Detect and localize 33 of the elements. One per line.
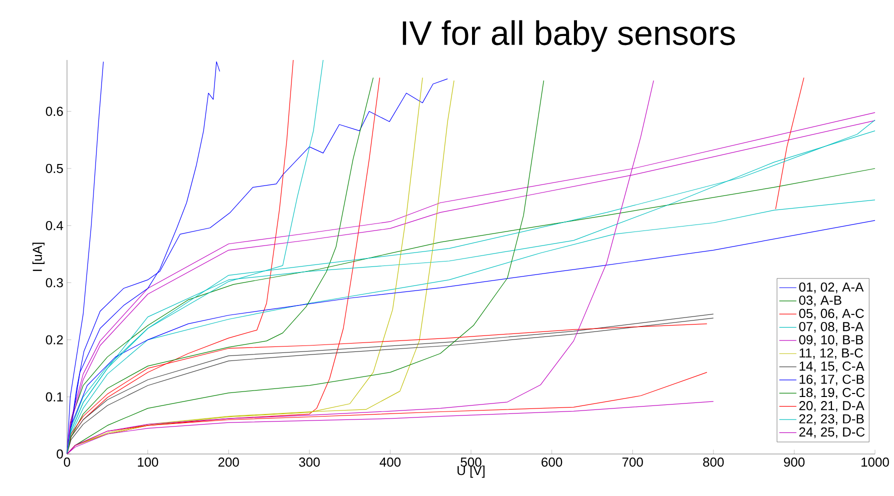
x-tick-label: 900 bbox=[784, 458, 805, 467]
legend-label: 22, 23, D-B bbox=[799, 414, 864, 425]
legend-label: 16, 17, C-B bbox=[800, 374, 864, 386]
y-tick-label: 0.2 bbox=[46, 335, 63, 344]
y-tick-label: 0.4 bbox=[46, 220, 64, 230]
y-tick-label: 0 bbox=[56, 449, 63, 459]
y-tick-label: 0.6 bbox=[46, 106, 63, 116]
legend-label: 09, 10, B-B bbox=[799, 335, 864, 346]
x-tick-label: 300 bbox=[299, 458, 320, 467]
legend-label: 20, 21, D-A bbox=[799, 401, 864, 412]
legend-label: 18, 19, C-C bbox=[800, 388, 865, 399]
x-tick-label: 0 bbox=[64, 458, 70, 467]
legend-label: 07, 08, B-A bbox=[799, 322, 864, 333]
y-axis-title: I [uA] bbox=[32, 242, 45, 271]
x-tick-label: 1000 bbox=[862, 458, 889, 467]
x-tick-label: 400 bbox=[380, 458, 401, 467]
legend-label: 14, 15, C-A bbox=[800, 362, 864, 372]
x-tick-label: 200 bbox=[218, 458, 239, 467]
x-tick-label: 800 bbox=[703, 458, 724, 467]
legend-label: 01, 02, A-A bbox=[799, 282, 864, 294]
chart-title: IV for all baby sensors bbox=[402, 20, 735, 52]
x-tick-label: 600 bbox=[542, 458, 562, 467]
legend-label: 03, A-B bbox=[799, 296, 842, 306]
y-tick-label: 0.5 bbox=[46, 164, 63, 174]
x-tick-label: 100 bbox=[138, 458, 158, 467]
x-tick-label: 500 bbox=[460, 458, 482, 467]
x-axis-title: U [V] bbox=[458, 466, 485, 478]
legend-label: 05, 06, A-C bbox=[799, 308, 864, 320]
x-tick-label: 700 bbox=[622, 458, 643, 467]
legend-label: 11, 12, B-C bbox=[800, 348, 863, 360]
legend-label: 24, 25, D-C bbox=[799, 427, 865, 438]
y-tick-label: 0.1 bbox=[46, 392, 63, 402]
y-tick-label: 0.3 bbox=[46, 278, 63, 288]
